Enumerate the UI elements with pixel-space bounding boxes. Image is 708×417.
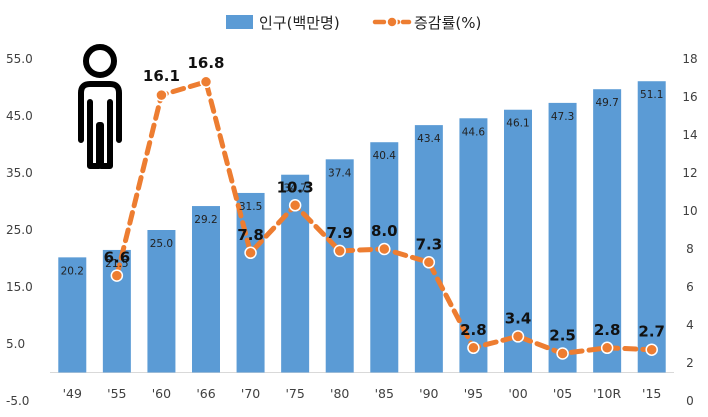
growth-rate-marker [244,246,257,260]
population-bar-label: 34.7 [283,183,306,195]
population-bar-label: 51.1 [640,89,663,101]
growth-rate-label: 10.3 [277,178,314,196]
population-bar-label: 29.2 [194,214,217,226]
y-left-tick-label: 25.0 [6,223,33,237]
growth-rate-marker [600,341,614,355]
x-tick-label: '80 [330,386,349,401]
population-bar-label: 40.4 [373,150,397,162]
x-tick-label: '55 [107,386,126,401]
legend-label-growth-rate: 증감률(%) [414,14,481,32]
population-bar [370,142,399,373]
population-bar [192,206,220,373]
population-bar [637,81,666,373]
x-tick-label: '15 [642,386,661,401]
growth-rate-label: 6.6 [104,249,131,267]
growth-rate-label: 2.8 [594,321,621,339]
x-tick-label: '66 [196,386,215,401]
population-bar-label: 31.5 [239,201,262,213]
growth-rate-marker [378,242,391,256]
population-bar-label: 25.0 [150,238,173,250]
population-bar-label: 37.4 [328,167,352,179]
growth-rate-label: 2.8 [460,321,487,339]
population-bar-label: 47.3 [551,111,574,123]
population-bar [414,125,443,373]
y-right-tick-label: 10 [682,204,697,218]
x-tick-label: '00 [508,386,527,401]
y-left-tick-label: -5.0 [6,394,29,408]
x-tick-label: '95 [464,386,483,401]
growth-rate-marker [467,341,480,355]
growth-rate-label: 7.8 [237,226,264,244]
growth-rate-label: 2.7 [638,323,665,341]
y-left-tick-label: 45.0 [6,109,33,123]
y-right-tick-label: 16 [682,90,697,104]
y-right-tick-label: 0 [686,394,694,408]
growth-rate-marker [199,75,213,89]
y-right-tick-label: 6 [686,280,694,294]
x-tick-label: '85 [375,386,394,401]
population-bar [147,230,176,373]
y-left-tick-label: 15.0 [6,280,33,294]
y-right-tick-label: 18 [682,52,697,66]
population-bar-label: 46.1 [506,118,529,130]
growth-rate-marker [110,269,124,282]
growth-rate-label: 7.3 [416,235,443,253]
population-bar-label: 21.5 [105,258,128,270]
population-bar [593,89,622,373]
legend-marker-growth-rate [386,16,398,28]
growth-rate-marker [556,347,569,360]
population-bar [548,102,577,373]
growth-rate-label: 16.1 [143,67,180,85]
x-tick-label: '05 [553,386,572,401]
y-right-tick-label: 8 [686,242,694,256]
x-tick-label: '70 [241,386,260,401]
y-left-tick-label: 5.0 [6,337,25,351]
x-tick-label: '10R [593,386,621,401]
growth-rate-marker [645,343,658,356]
population-bar [504,109,532,373]
population-bar-label: 43.4 [417,133,441,145]
growth-rate-label: 3.4 [505,309,532,327]
y-right-tick-label: 14 [682,128,697,142]
y-right-tick-label: 2 [686,356,694,370]
y-left-tick-label: 35.0 [6,166,33,180]
population-bar [325,159,354,373]
y-right-tick-label: 4 [686,318,694,332]
growth-rate-label: 16.8 [187,54,224,72]
population-bar-label: 44.6 [462,126,486,138]
x-tick-label: '60 [152,386,171,401]
x-tick-label: '75 [285,386,304,401]
person-icon [78,44,122,169]
population-bar-label: 49.7 [595,97,618,109]
population-bar [236,192,265,373]
growth-rate-marker [333,244,346,258]
x-tick-label: '90 [419,386,438,401]
population-bar [58,257,87,373]
growth-rate-label: 2.5 [549,327,576,345]
x-tick-label: '49 [63,386,82,401]
legend-swatch-population [226,15,253,29]
legend-label-population: 인구(백만명) [259,14,340,32]
y-right-tick-label: 12 [682,166,697,180]
y-left-tick-label: 55.0 [6,52,33,66]
growth-rate-marker [288,199,302,212]
growth-rate-marker [511,330,525,343]
chart-legend: 인구(백만명) 증감률(%) [226,14,481,32]
growth-rate-label: 7.9 [326,224,353,242]
growth-rate-marker [155,88,168,102]
population-bar-label: 20.2 [61,265,84,277]
growth-rate-marker [422,256,436,269]
growth-rate-label: 8.0 [371,222,398,240]
